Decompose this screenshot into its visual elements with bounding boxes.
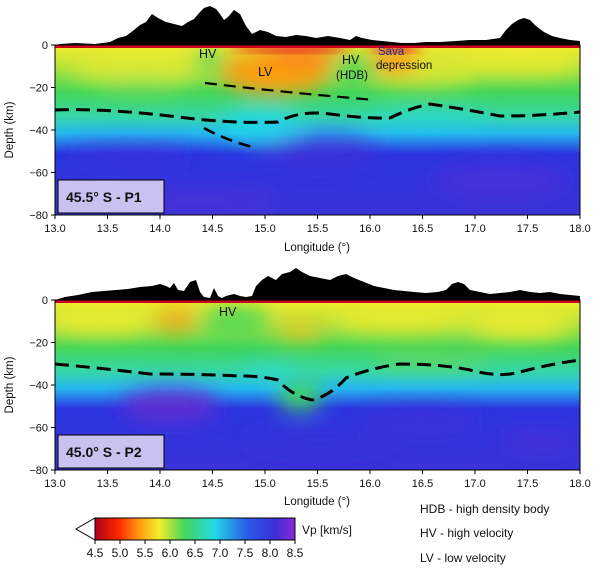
topography-profile-1 <box>55 6 580 45</box>
x-tick-label: 13.5 <box>97 478 118 490</box>
y-axis-label-2: Depth (km) <box>4 356 16 413</box>
colorbar-label: Vp [km/s] <box>302 523 352 537</box>
y-ticks-2: 0 −20 −40 −60 −80 <box>29 295 55 477</box>
x-axis-label-1: Longitude (°) <box>284 242 350 254</box>
velocity-field-1 <box>55 45 580 215</box>
colorbar-tick-label: 4.5 <box>87 546 104 560</box>
colorbar-arrow <box>75 517 96 541</box>
x-tick-label: 16.0 <box>359 223 380 235</box>
y-axis-label-1: Depth (km) <box>4 101 16 158</box>
hv-label-1b: HV <box>342 53 360 67</box>
topography-profile-2 <box>55 268 580 300</box>
hv-label-1a: HV <box>199 47 217 61</box>
x-tick-label: 15.0 <box>254 223 275 235</box>
legend-item-hdb: HDB - high density body <box>420 502 550 516</box>
colorbar-tick-label: 8.5 <box>287 546 304 560</box>
hdb-label-1: (HDB) <box>336 70 368 82</box>
title-box-1 <box>57 179 165 214</box>
x-tick-label: 16.0 <box>359 478 380 490</box>
x-tick-label: 16.5 <box>412 223 433 235</box>
y-tick-label: −20 <box>29 83 48 95</box>
x-tick-label: 18.0 <box>569 478 590 490</box>
moho-line-2 <box>54 358 581 402</box>
y-tick-label: −80 <box>29 465 48 477</box>
x-tick-label: 14.5 <box>202 478 223 490</box>
x-axis-label-2: Longitude (°) <box>284 496 350 508</box>
legend-item-hv: HV - high velocity <box>420 526 514 540</box>
x-tick-label: 14.0 <box>149 223 170 235</box>
moho-line-1b <box>203 126 257 150</box>
hdb-outline-1 <box>204 81 376 102</box>
y-ticks-1: 0 −20 −40 −60 −80 <box>29 40 55 222</box>
colorbar: 4.5 5.0 5.5 6.0 6.5 7.0 7.5 8.0 8.5 Vp [km/s] <box>75 517 352 560</box>
y-tick-label: −20 <box>29 338 48 350</box>
colorbar-bar <box>94 517 296 541</box>
panel-title-1: 45.5° S - P1 <box>66 189 142 205</box>
panel-2: HV 45.0° S - P2 13.0 13.5 14.0 14.5 15.0 15.5… <box>4 268 591 508</box>
y-tick-label: −60 <box>29 168 48 180</box>
colorbar-tick-label: 7.0 <box>212 546 229 560</box>
depression-label-1: depression <box>376 60 432 72</box>
x-tick-label: 15.0 <box>254 478 275 490</box>
sava-label-1: Sava <box>378 46 405 58</box>
x-tick-label: 16.5 <box>412 478 433 490</box>
x-tick-label: 17.0 <box>464 478 485 490</box>
x-tick-label: 18.0 <box>569 223 590 235</box>
x-tick-label: 17.5 <box>517 223 538 235</box>
y-tick-label: −40 <box>29 125 48 137</box>
y-tick-label: −60 <box>29 423 48 435</box>
colorbar-tick-label: 8.0 <box>262 546 279 560</box>
colorbar-ticks: 4.5 5.0 5.5 6.0 6.5 7.0 7.5 8.0 8.5 <box>87 540 304 560</box>
x-tick-label: 15.5 <box>307 223 328 235</box>
hv-label-2: HV <box>219 305 237 319</box>
lv-label-1: LV <box>258 65 273 79</box>
panel-title-2: 45.0° S - P2 <box>66 444 142 460</box>
y-tick-label: 0 <box>42 295 48 307</box>
x-tick-label: 14.5 <box>202 223 223 235</box>
moho-line-1 <box>54 102 581 124</box>
x-tick-label: 13.0 <box>44 478 65 490</box>
x-ticks-2: 13.0 13.5 14.0 14.5 15.0 15.5 16.0 16.5 17.0 17.5… <box>44 470 591 490</box>
colorbar-tick-label: 5.5 <box>137 546 154 560</box>
y-tick-label: 0 <box>42 40 48 52</box>
colorbar-tick-label: 5.0 <box>112 546 129 560</box>
colorbar-tick-label: 6.5 <box>187 546 204 560</box>
colorbar-tick-label: 6.0 <box>162 546 179 560</box>
x-ticks-1: 13.0 13.5 14.0 14.5 15.0 15.5 16.0 16.5 17.0 17.5… <box>44 215 591 235</box>
x-tick-label: 15.5 <box>307 478 328 490</box>
title-box-2 <box>57 434 165 469</box>
x-tick-label: 14.0 <box>149 478 170 490</box>
legend-item-lv: LV - low velocity <box>420 551 506 565</box>
x-tick-label: 13.0 <box>44 223 65 235</box>
y-tick-label: −80 <box>29 210 48 222</box>
x-tick-label: 17.5 <box>517 478 538 490</box>
panel-1: HV LV HV (HDB) Sava depression 45.5° S -… <box>4 6 591 254</box>
y-tick-label: −40 <box>29 380 48 392</box>
x-tick-label: 17.0 <box>464 223 485 235</box>
colorbar-tick-label: 7.5 <box>237 546 254 560</box>
x-tick-label: 13.5 <box>97 223 118 235</box>
